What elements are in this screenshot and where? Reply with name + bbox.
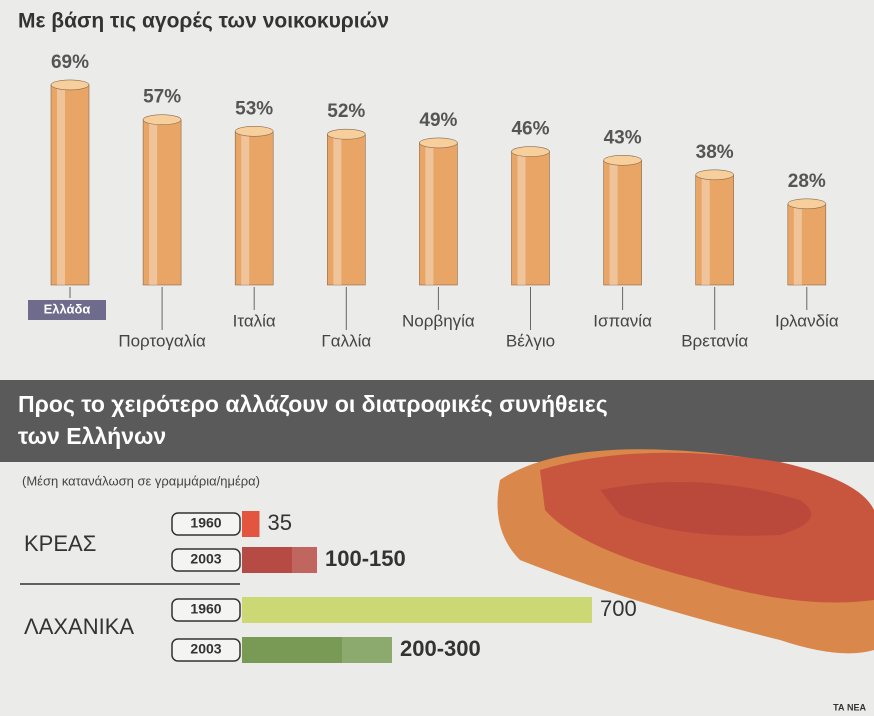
bar (512, 152, 550, 285)
bar-shine (333, 134, 341, 285)
value-label: 38% (696, 142, 734, 163)
bar (788, 204, 826, 285)
bar-range (342, 637, 392, 663)
bar (604, 160, 642, 285)
x-tick-label: Βέλγιο (506, 331, 555, 350)
bar-shine (794, 204, 802, 285)
value-label: 43% (604, 127, 642, 148)
bar (235, 131, 273, 285)
infographic: Προς το χειρότερο αλλάζουν οι διατροφικέ… (0, 0, 874, 716)
x-tick-label: Βρετανία (681, 331, 748, 350)
bar-cap (235, 126, 273, 136)
source: ΤΑ ΝΕΑ (833, 702, 866, 712)
bar-cap (51, 80, 89, 90)
bar-shine (610, 160, 618, 285)
bar-cap (143, 115, 181, 125)
value-label: 52% (327, 101, 365, 122)
bar-cap (604, 155, 642, 165)
x-tick-label: Πορτογαλία (118, 331, 206, 350)
chart-title: Με βάση τις αγορές των νοικοκυριών (18, 10, 389, 33)
bar-range (292, 547, 317, 573)
x-tick-label: Ελλάδα (44, 301, 91, 316)
bar-shine (241, 131, 249, 285)
bar-shine (702, 175, 710, 285)
bar (242, 511, 260, 537)
bar-cap (788, 199, 826, 209)
value-label: 35 (268, 510, 292, 535)
bar-cap (696, 170, 734, 180)
bar-shine (57, 85, 65, 285)
x-tick-label: Ιρλανδία (775, 311, 839, 330)
value-label: 200-300 (400, 636, 481, 661)
x-tick-label: Ισπανία (593, 311, 652, 330)
legend-label: 2003 (190, 641, 221, 657)
legend-label: 1960 (190, 515, 221, 531)
x-tick-label: Γαλλία (321, 331, 371, 350)
bar (327, 134, 365, 285)
chart: Με βάση τις αγορές των νοικοκυριών (Μέση… (0, 0, 874, 716)
value-label: 57% (143, 87, 181, 108)
bar-cap (327, 129, 365, 139)
x-tick-label: Ιταλία (233, 311, 276, 330)
value-label: 49% (419, 110, 457, 131)
bar (696, 175, 734, 285)
value-label: 100-150 (325, 546, 406, 571)
legend-label: 2003 (190, 551, 221, 567)
value-label: 28% (788, 171, 826, 192)
bar (419, 143, 457, 285)
value-label: 46% (511, 119, 549, 140)
bar-cap (419, 138, 457, 148)
bar-shine (518, 152, 526, 285)
chart-subtitle: (Μέση κατανάλωση σε γραμμάρια/ημέρα) (22, 473, 260, 488)
category-label: ΛΑΧΑΝΙΚΑ (24, 614, 134, 639)
bar (51, 85, 89, 285)
legend-label: 1960 (190, 601, 221, 617)
value-label: 700 (600, 596, 637, 621)
bar-shine (149, 120, 157, 285)
bar-shine (425, 143, 433, 285)
bar (242, 597, 592, 623)
bar (143, 120, 181, 285)
category-label: ΚΡΕΑΣ (24, 531, 96, 556)
value-label: 69% (51, 52, 89, 73)
bar-cap (512, 147, 550, 157)
x-tick-label: Νορβηγία (402, 311, 475, 330)
value-label: 53% (235, 98, 273, 119)
